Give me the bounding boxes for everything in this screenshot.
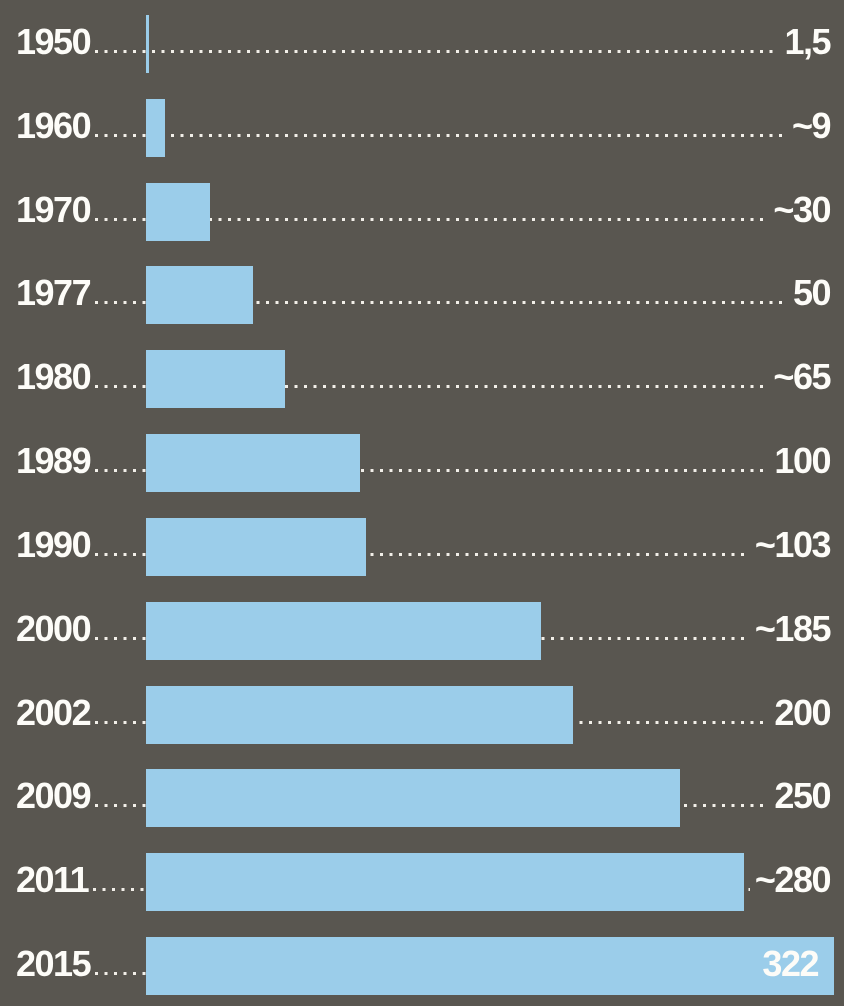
bar xyxy=(146,685,574,744)
value-label: ~280 xyxy=(754,859,832,901)
dotted-leader xyxy=(93,335,770,419)
year-label: 1990 xyxy=(16,523,92,565)
value-label: ~30 xyxy=(773,188,831,230)
year-label: 1977 xyxy=(16,272,92,314)
chart-row: 1960 ~9 xyxy=(0,84,844,168)
year-label: 1960 xyxy=(16,104,92,146)
year-label: 1980 xyxy=(16,356,92,398)
year-label: 2002 xyxy=(16,691,92,733)
chart-row: 2002 200 xyxy=(0,671,844,755)
dotted-leader xyxy=(93,84,789,168)
chart-row: 1989 100 xyxy=(0,419,844,503)
chart-row: 2015 322 xyxy=(0,922,844,1006)
bar xyxy=(146,350,285,409)
value-label: ~185 xyxy=(754,607,832,649)
dotted-leader xyxy=(93,419,771,503)
value-label: 322 xyxy=(762,943,819,985)
bar xyxy=(146,15,150,73)
bar xyxy=(146,98,166,157)
value-label: ~9 xyxy=(791,104,832,146)
year-label: 2000 xyxy=(16,607,92,649)
year-label: 2015 xyxy=(16,943,92,985)
bar xyxy=(146,434,360,493)
chart-row: 1980 ~65 xyxy=(0,335,844,419)
value-label: ~103 xyxy=(754,523,832,565)
bar xyxy=(146,517,367,576)
chart-row: 1990 ~103 xyxy=(0,503,844,587)
chart-row: 2011 ~280 xyxy=(0,838,844,922)
year-label: 1970 xyxy=(16,188,92,230)
bar xyxy=(146,266,253,325)
value-label: ~65 xyxy=(773,356,831,398)
bar xyxy=(146,853,745,912)
chart-row: 2009 250 xyxy=(0,754,844,838)
value-label: 1,5 xyxy=(784,20,831,62)
value-label: 200 xyxy=(774,691,831,733)
chart-row: 1970 ~30 xyxy=(0,168,844,252)
value-label: 50 xyxy=(792,272,832,314)
value-label: 250 xyxy=(774,775,831,817)
dotted-leader xyxy=(93,251,790,335)
dotted-leader xyxy=(93,503,752,587)
year-label: 2011 xyxy=(16,859,90,901)
bar xyxy=(146,769,681,828)
chart-row: 1950 1,5 xyxy=(0,0,844,84)
year-label: 1950 xyxy=(16,20,92,62)
year-label: 1989 xyxy=(16,440,92,482)
bar xyxy=(146,182,211,241)
dotted-leader xyxy=(93,168,770,252)
year-label: 2009 xyxy=(16,775,92,817)
chart-row: 2000 ~185 xyxy=(0,587,844,671)
bar xyxy=(146,601,542,660)
bar xyxy=(146,937,834,996)
chart-row: 1977 50 xyxy=(0,251,844,335)
dotted-leader xyxy=(93,0,781,84)
value-label: 100 xyxy=(774,440,831,482)
